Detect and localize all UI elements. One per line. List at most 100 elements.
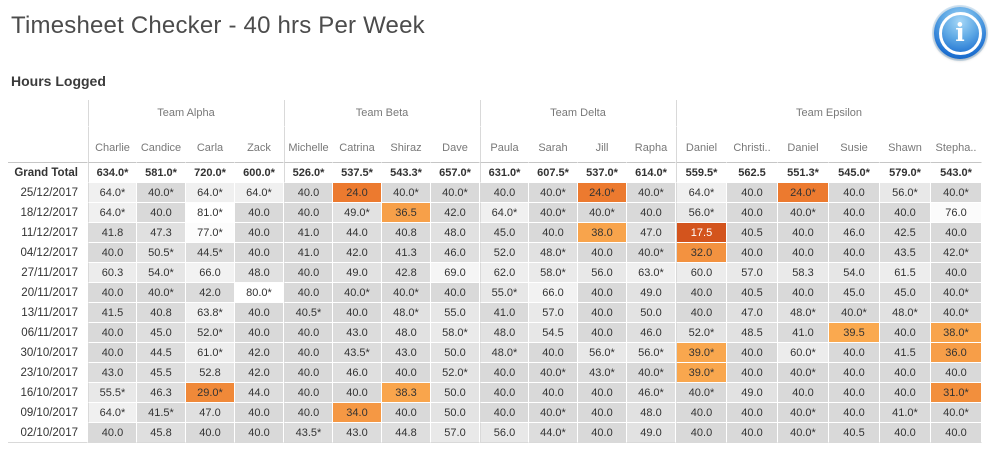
- hours-cell[interactable]: 50.0: [431, 343, 480, 363]
- hours-cell[interactable]: 61.5: [880, 263, 931, 283]
- hours-cell[interactable]: 551.3*: [778, 163, 829, 183]
- hours-cell[interactable]: 40.5: [727, 283, 778, 303]
- hours-cell[interactable]: 57.0: [727, 263, 778, 283]
- hours-cell[interactable]: 57.0: [431, 423, 480, 443]
- hours-cell[interactable]: 40.0*: [829, 303, 880, 323]
- hours-cell[interactable]: 40.0: [727, 423, 778, 443]
- hours-cell[interactable]: 40.0*: [529, 363, 578, 383]
- hours-cell[interactable]: 537.5*: [333, 163, 382, 183]
- hours-cell[interactable]: 40.0*: [431, 183, 480, 203]
- member-header[interactable]: Christi..: [727, 127, 778, 163]
- hours-cell[interactable]: 55.0*: [480, 283, 529, 303]
- member-header[interactable]: Candice: [137, 127, 186, 163]
- hours-cell[interactable]: 40.0: [88, 283, 137, 303]
- row-label[interactable]: 23/10/2017: [8, 363, 88, 383]
- row-label[interactable]: 16/10/2017: [8, 383, 88, 403]
- hours-cell[interactable]: 39.0*: [676, 363, 727, 383]
- member-header[interactable]: Carla: [186, 127, 235, 163]
- hours-cell[interactable]: 43.0: [88, 363, 137, 383]
- hours-cell[interactable]: 54.0: [829, 263, 880, 283]
- member-header[interactable]: Zack: [235, 127, 284, 163]
- hours-cell[interactable]: 43.0: [333, 423, 382, 443]
- member-header[interactable]: Daniel: [778, 127, 829, 163]
- row-label[interactable]: 20/11/2017: [8, 283, 88, 303]
- hours-cell[interactable]: 45.5: [137, 363, 186, 383]
- hours-cell[interactable]: 48.0*: [529, 243, 578, 263]
- hours-cell[interactable]: 17.5: [676, 223, 727, 243]
- hours-cell[interactable]: 41.0: [284, 223, 333, 243]
- hours-cell[interactable]: 40.0: [431, 283, 480, 303]
- hours-cell[interactable]: 40.0*: [137, 283, 186, 303]
- hours-cell[interactable]: 52.0*: [676, 323, 727, 343]
- hours-cell[interactable]: 40.0*: [627, 363, 676, 383]
- member-header[interactable]: Shawn: [880, 127, 931, 163]
- hours-cell[interactable]: 40.0*: [931, 283, 982, 303]
- team-header[interactable]: Team Delta: [480, 100, 676, 127]
- hours-cell[interactable]: 47.0: [727, 303, 778, 323]
- hours-cell[interactable]: 44.5: [137, 343, 186, 363]
- hours-cell[interactable]: 40.0: [333, 383, 382, 403]
- hours-cell[interactable]: 40.0: [284, 283, 333, 303]
- hours-cell[interactable]: 46.0: [431, 243, 480, 263]
- hours-cell[interactable]: 46.0: [829, 223, 880, 243]
- hours-cell[interactable]: 52.0*: [186, 323, 235, 343]
- hours-cell[interactable]: 40.0*: [778, 363, 829, 383]
- hours-cell[interactable]: 66.0: [186, 263, 235, 283]
- hours-cell[interactable]: 63.8*: [186, 303, 235, 323]
- hours-cell[interactable]: 40.0: [529, 343, 578, 363]
- hours-cell[interactable]: 69.0: [431, 263, 480, 283]
- hours-cell[interactable]: 40.0: [88, 243, 137, 263]
- hours-cell[interactable]: 40.0: [529, 223, 578, 243]
- hours-cell[interactable]: 40.0: [931, 423, 982, 443]
- hours-cell[interactable]: 40.0: [578, 383, 627, 403]
- hours-cell[interactable]: 58.3: [778, 263, 829, 283]
- hours-cell[interactable]: 40.0: [829, 363, 880, 383]
- hours-cell[interactable]: 40.0*: [778, 403, 829, 423]
- hours-cell[interactable]: 42.8: [382, 263, 431, 283]
- hours-cell[interactable]: 40.0: [931, 263, 982, 283]
- hours-cell[interactable]: 40.0: [284, 263, 333, 283]
- hours-cell[interactable]: 60.3: [88, 263, 137, 283]
- hours-cell[interactable]: 40.0: [829, 343, 880, 363]
- hours-cell[interactable]: 56.0*: [676, 203, 727, 223]
- hours-cell[interactable]: 40.0: [284, 203, 333, 223]
- hours-cell[interactable]: 40.0: [284, 403, 333, 423]
- hours-cell[interactable]: 40.0: [578, 243, 627, 263]
- hours-cell[interactable]: 40.0: [829, 183, 880, 203]
- hours-cell[interactable]: 40.0: [778, 283, 829, 303]
- hours-cell[interactable]: 58.0*: [529, 263, 578, 283]
- hours-cell[interactable]: 40.0: [880, 203, 931, 223]
- hours-cell[interactable]: 44.0: [235, 383, 284, 403]
- hours-cell[interactable]: 40.0*: [382, 183, 431, 203]
- member-header[interactable]: Paula: [480, 127, 529, 163]
- hours-cell[interactable]: 38.0: [578, 223, 627, 243]
- hours-cell[interactable]: 76.0: [931, 203, 982, 223]
- hours-cell[interactable]: 40.0: [284, 323, 333, 343]
- hours-cell[interactable]: 63.0*: [627, 263, 676, 283]
- hours-cell[interactable]: 631.0*: [480, 163, 529, 183]
- hours-cell[interactable]: 40.0: [235, 403, 284, 423]
- hours-cell[interactable]: 49.0: [627, 423, 676, 443]
- hours-cell[interactable]: 40.0: [829, 403, 880, 423]
- hours-cell[interactable]: 43.0: [382, 343, 431, 363]
- row-label[interactable]: 27/11/2017: [8, 263, 88, 283]
- hours-cell[interactable]: 40.0: [578, 283, 627, 303]
- hours-cell[interactable]: 48.0: [235, 263, 284, 283]
- hours-cell[interactable]: 40.0: [284, 363, 333, 383]
- hours-cell[interactable]: 64.0*: [676, 183, 727, 203]
- hours-cell[interactable]: 52.8: [186, 363, 235, 383]
- member-header[interactable]: Michelle: [284, 127, 333, 163]
- hours-cell[interactable]: 720.0*: [186, 163, 235, 183]
- hours-cell[interactable]: 44.5*: [186, 243, 235, 263]
- hours-cell[interactable]: 80.0*: [235, 283, 284, 303]
- hours-cell[interactable]: 36.5: [382, 203, 431, 223]
- hours-cell[interactable]: 40.0: [333, 303, 382, 323]
- hours-cell[interactable]: 40.0: [382, 403, 431, 423]
- hours-cell[interactable]: 64.0*: [88, 183, 137, 203]
- hours-cell[interactable]: 40.0: [88, 323, 137, 343]
- hours-cell[interactable]: 24.0: [333, 183, 382, 203]
- hours-cell[interactable]: 600.0*: [235, 163, 284, 183]
- hours-cell[interactable]: 50.0: [431, 383, 480, 403]
- hours-cell[interactable]: 48.0*: [880, 303, 931, 323]
- hours-cell[interactable]: 64.0*: [235, 183, 284, 203]
